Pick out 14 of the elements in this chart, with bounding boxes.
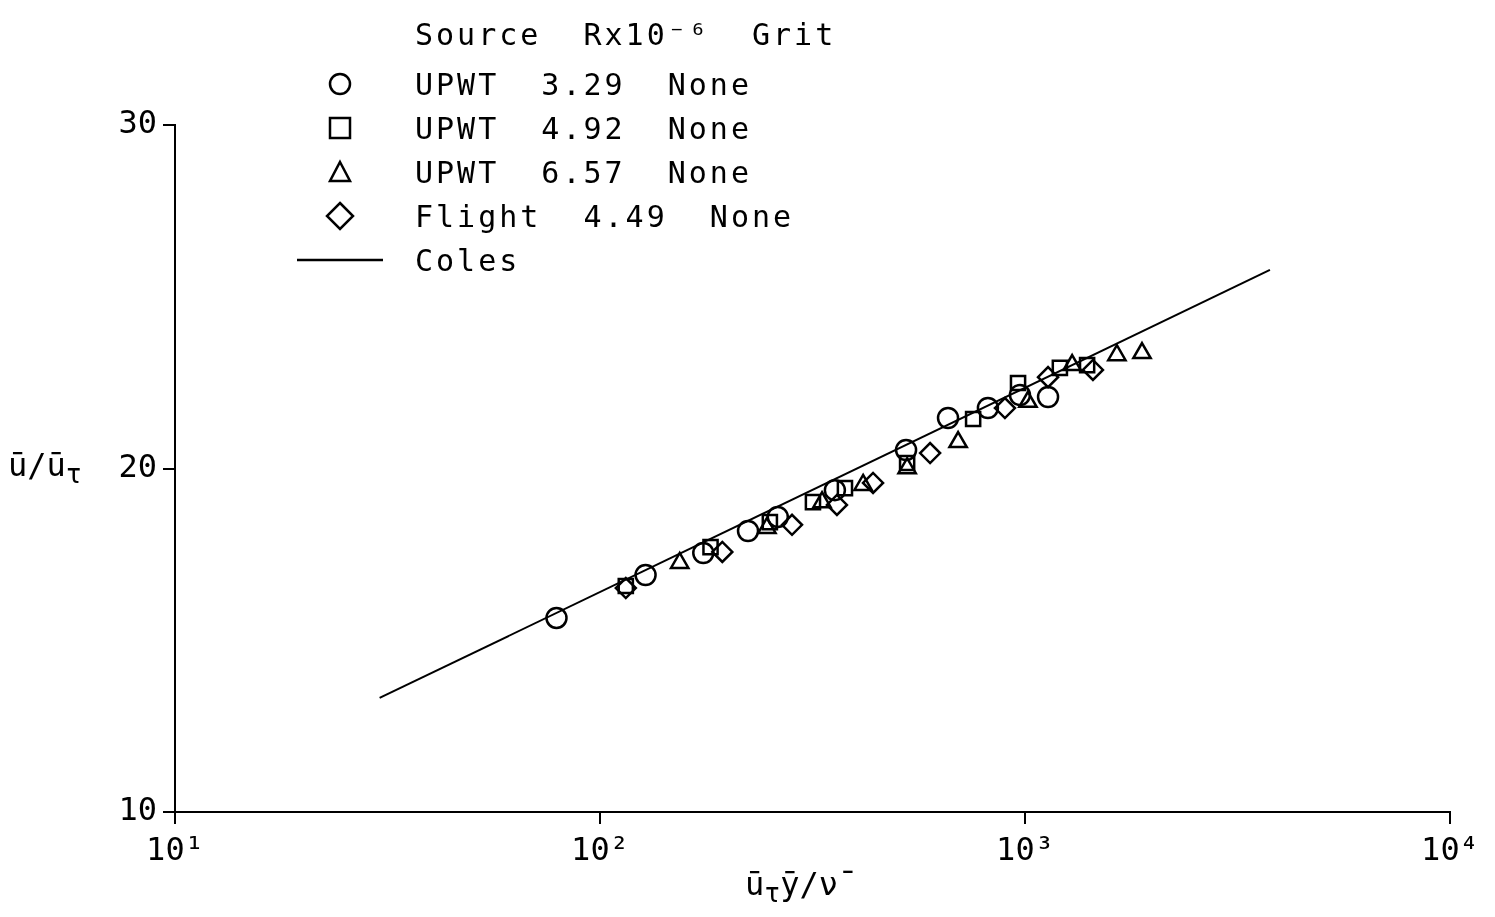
legend-label: UPWT 4.92 None <box>415 110 752 146</box>
y-tick-label: 30 <box>118 103 157 142</box>
x-tick-label: 10¹ <box>146 829 204 868</box>
legend-label: Flight 4.49 None <box>415 198 795 234</box>
y-tick-label: 10 <box>118 790 157 829</box>
legend-title: Source Rx10⁻⁶ Grit <box>415 16 837 52</box>
y-axis-title: ū/ū$_{τ}$ <box>8 446 82 490</box>
x-tick-label: 10² <box>571 829 629 868</box>
x-tick-label: 10⁴ <box>1421 829 1479 868</box>
x-tick-label: 10³ <box>996 829 1054 868</box>
y-tick-label: 20 <box>118 446 157 485</box>
legend-label: UPWT 6.57 None <box>415 154 752 190</box>
legend-label: Coles <box>415 242 521 278</box>
legend-label: UPWT 3.29 None <box>415 66 752 102</box>
